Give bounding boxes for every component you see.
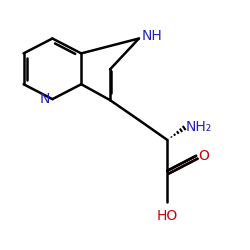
Text: HO: HO [157,208,178,222]
Text: N: N [40,92,50,106]
Text: NH: NH [142,29,163,43]
Text: NH₂: NH₂ [186,120,212,134]
Text: O: O [198,149,209,163]
